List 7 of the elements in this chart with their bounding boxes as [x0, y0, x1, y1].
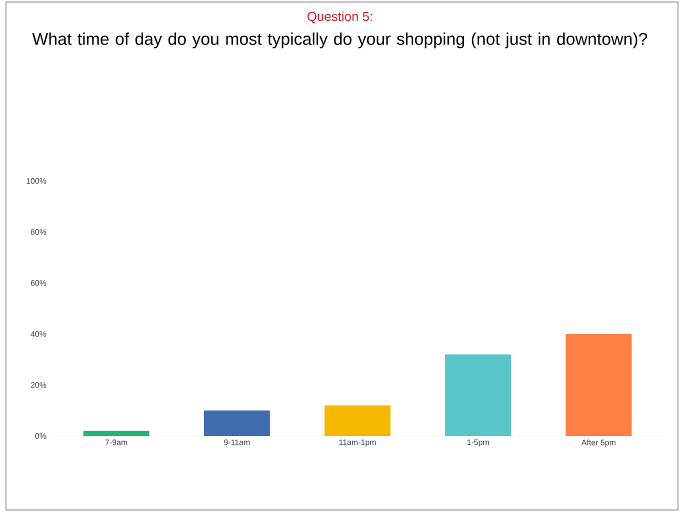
bar	[324, 405, 391, 436]
bar	[566, 334, 632, 436]
bar	[83, 430, 150, 436]
chart-title: Question 5:	[307, 12, 372, 24]
bar	[204, 410, 270, 436]
bar	[445, 354, 512, 436]
chart-subtitle: What time of day do you most typically do your shopping (not just in downtown)?	[32, 32, 648, 48]
